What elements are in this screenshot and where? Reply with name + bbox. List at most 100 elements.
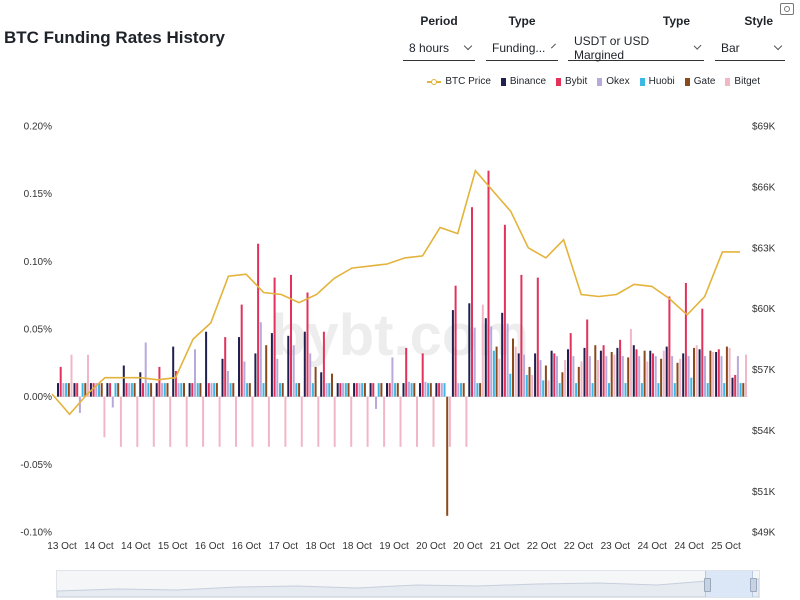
bar-binance (172, 346, 175, 397)
bar-okex (473, 327, 476, 397)
bar-huobi (394, 383, 397, 397)
legend-item-bitget[interactable]: Bitget (725, 76, 760, 87)
type-select-1[interactable]: Funding... (486, 38, 558, 61)
bar-binance (451, 310, 454, 397)
bar-bitget (613, 354, 616, 397)
bar-okex (95, 383, 98, 397)
bar-bybit (586, 319, 589, 397)
bar-binance (122, 365, 125, 397)
bar-huobi (542, 380, 545, 397)
bar-bybit (306, 292, 309, 397)
legend-item-bybit[interactable]: Bybit (556, 76, 587, 87)
bar-bitget (662, 350, 665, 397)
type-control-2: Type USDT or USD Margined (568, 14, 704, 62)
bar-bitget (218, 396, 221, 447)
bar-bybit (76, 383, 79, 397)
bar-bybit (619, 339, 622, 397)
legend-item-huobi[interactable]: Huobi (639, 76, 675, 87)
bar-binance (649, 350, 652, 397)
bar-gate (347, 383, 350, 397)
type-label-1: Type (508, 14, 536, 28)
bar-binance (188, 383, 191, 397)
bar-huobi (608, 383, 610, 397)
bar-okex (292, 345, 295, 397)
legend-item-binance[interactable]: Binance (500, 76, 546, 87)
period-select[interactable]: 8 hours (403, 38, 475, 61)
x-tick-label: 20 Oct (416, 541, 446, 552)
bar-bybit (569, 333, 572, 397)
bar-okex (605, 356, 608, 397)
bar-bybit (273, 277, 276, 397)
bar-huobi (180, 383, 183, 397)
bar-gate (577, 366, 580, 397)
legend-swatch (725, 77, 731, 86)
zoom-window[interactable] (705, 571, 753, 597)
bar-bybit (257, 243, 260, 397)
bar-binance (155, 383, 158, 397)
legend-swatch (556, 77, 562, 86)
bar-binance (139, 372, 142, 397)
bar-huobi (361, 383, 364, 397)
bar-gate (298, 383, 301, 397)
bar-binance (221, 358, 224, 397)
bar-bitget (333, 396, 336, 447)
bar-bitget (629, 329, 632, 397)
x-tick-label: 24 Oct (674, 541, 704, 552)
bar-okex (457, 383, 460, 397)
bar-binance (583, 347, 586, 397)
bar-bybit (652, 353, 654, 397)
zoom-handle-left[interactable] (704, 578, 711, 592)
bar-bitget (481, 304, 484, 397)
bar-huobi (558, 383, 561, 397)
bar-bybit (602, 345, 605, 397)
bar-okex (539, 360, 542, 397)
bar-gate (446, 396, 449, 516)
y2-tick-label: $69K (752, 122, 776, 133)
period-value: 8 hours (409, 41, 450, 55)
bar-bitget (251, 396, 254, 447)
bar-bitget (498, 358, 501, 397)
bar-binance (106, 383, 109, 397)
legend-item-okex[interactable]: Okex (597, 76, 630, 87)
bar-bitget (597, 360, 599, 397)
bar-binance (468, 303, 471, 397)
x-tick-label: 17 Oct (269, 541, 299, 552)
bar-huobi (262, 383, 265, 397)
bar-huobi (377, 383, 380, 397)
style-label: Style (744, 14, 773, 28)
bar-huobi (624, 383, 627, 397)
bar-binance (287, 335, 290, 397)
bar-okex (111, 396, 114, 408)
bar-bybit (553, 353, 556, 397)
bar-bybit (339, 383, 342, 397)
style-select[interactable]: Bar (715, 38, 785, 61)
bar-bybit (142, 383, 144, 397)
bar-huobi (81, 383, 84, 397)
type-select-2[interactable]: USDT or USD Margined (568, 34, 704, 62)
bar-okex (424, 381, 427, 397)
legend-label: Okex (606, 76, 630, 87)
bar-gate (314, 366, 317, 397)
bar-bitget (448, 396, 451, 447)
y2-tick-label: $54K (752, 426, 776, 437)
bar-binance (270, 333, 273, 397)
zoom-slider[interactable] (56, 570, 760, 598)
bar-gate (215, 383, 218, 397)
camera-icon[interactable] (780, 3, 794, 15)
x-tick-label: 22 Oct (564, 541, 594, 552)
legend-item-btc-price[interactable]: BTC Price (427, 76, 491, 87)
zoom-handle-right[interactable] (750, 578, 757, 592)
legend-item-gate[interactable]: Gate (684, 76, 715, 87)
bar-huobi (673, 383, 676, 397)
bar-bybit (355, 383, 358, 397)
x-tick-label: 21 Oct (490, 541, 520, 552)
bar-bybit (240, 304, 243, 397)
bar-okex (736, 356, 739, 397)
bar-gate (281, 383, 284, 397)
legend-swatch (684, 77, 690, 86)
bar-okex (638, 356, 641, 397)
bar-gate (742, 383, 745, 397)
x-tick-label: 16 Oct (195, 541, 225, 552)
bar-okex (704, 356, 706, 397)
